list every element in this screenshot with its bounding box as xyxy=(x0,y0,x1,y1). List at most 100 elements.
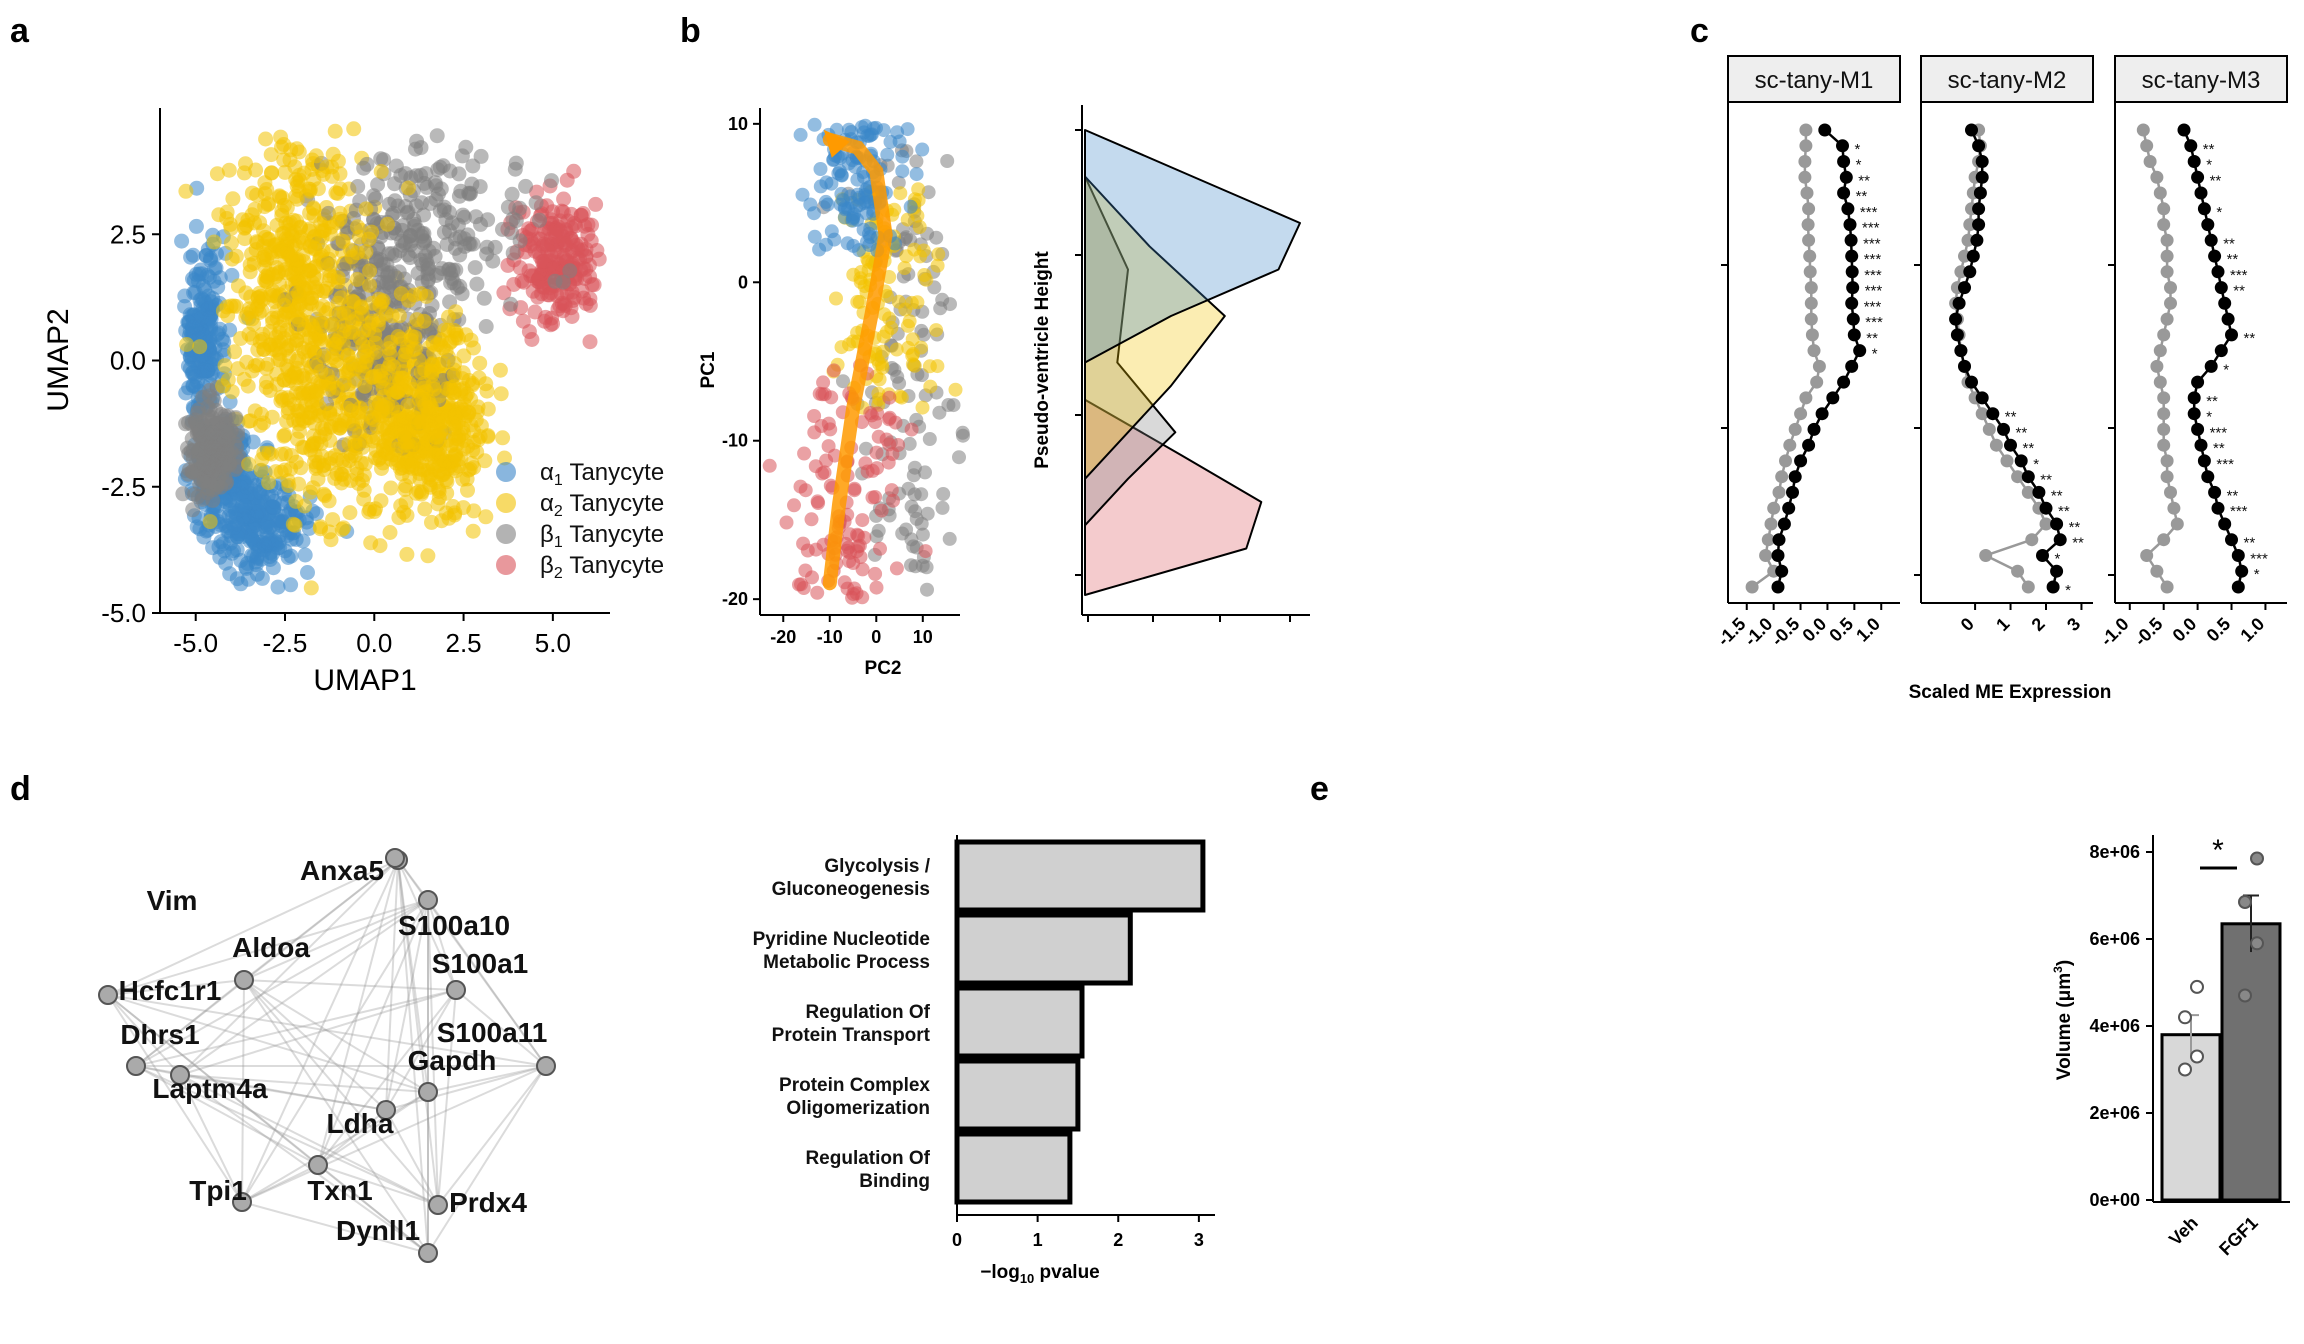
umap-point xyxy=(390,384,406,400)
umap-point xyxy=(419,179,435,195)
facet-point xyxy=(2157,328,2171,342)
umap-point xyxy=(416,207,432,223)
umap-point xyxy=(552,223,568,239)
umap-point xyxy=(243,289,259,305)
umap-point xyxy=(495,430,511,446)
pc-point xyxy=(808,459,823,474)
umap-point xyxy=(223,235,239,251)
facet-point xyxy=(1975,407,1989,421)
pc-point xyxy=(846,267,861,282)
significance-stars: ** xyxy=(2040,472,2052,489)
facet-point xyxy=(1963,265,1977,279)
facet-strip-label: sc-tany-M3 xyxy=(2142,67,2261,94)
umap-point xyxy=(373,493,389,509)
umap-point xyxy=(497,450,512,466)
facet-point xyxy=(2225,328,2238,342)
pc-point xyxy=(870,352,885,367)
umap-point xyxy=(547,273,563,289)
go-term-label: Glycolysis / xyxy=(824,856,930,877)
network-edge xyxy=(397,859,429,1254)
pc-point xyxy=(855,562,870,577)
facet-point xyxy=(1972,218,1986,232)
umap-point xyxy=(319,367,335,383)
umap-point xyxy=(416,313,432,329)
umap-point xyxy=(467,260,483,276)
umap-x-tick-label: -5.0 xyxy=(173,628,218,658)
umap-point xyxy=(480,212,496,228)
umap-point xyxy=(530,289,546,305)
go-term-label: Protein Complex xyxy=(779,1075,930,1096)
significance-stars: *** xyxy=(1862,220,1880,237)
pc-point xyxy=(916,327,931,342)
umap-point xyxy=(527,304,543,320)
facet-point xyxy=(2036,549,2049,562)
pc-point xyxy=(787,498,801,513)
umap-point xyxy=(302,183,318,199)
pc-point xyxy=(895,526,910,541)
facet-point xyxy=(1843,218,1857,232)
network-edge xyxy=(179,1074,439,1206)
network-node-label: S100a10 xyxy=(398,910,510,941)
pc-point xyxy=(881,455,896,470)
umap-point xyxy=(328,353,344,369)
facet-point xyxy=(1845,359,1859,373)
significance-stars: *** xyxy=(1864,251,1882,268)
facet-point xyxy=(2050,517,2064,531)
pc-point xyxy=(936,487,951,501)
pc-point xyxy=(863,221,878,236)
umap-y-tick-label: -2.5 xyxy=(101,472,146,502)
facet-point xyxy=(1800,186,1814,200)
facet-point xyxy=(1804,296,1818,310)
significance-stars: ** xyxy=(1858,172,1870,189)
pc-point xyxy=(807,409,822,423)
umap-point xyxy=(416,380,432,396)
pc-point xyxy=(864,408,879,423)
umap-point xyxy=(196,456,211,472)
facet-point xyxy=(2164,281,2177,295)
pc-point xyxy=(811,496,826,510)
umap-point xyxy=(404,457,420,473)
facet-point xyxy=(2160,470,2174,484)
pc-point xyxy=(869,529,884,544)
umap-point xyxy=(237,219,253,235)
network-edge xyxy=(135,979,245,1067)
umap-point xyxy=(528,195,544,211)
umap-point xyxy=(399,546,415,562)
network-node xyxy=(385,848,405,868)
facet-point xyxy=(1786,485,1799,499)
umap-point xyxy=(373,164,389,179)
pc-x-tick-label: -10 xyxy=(817,627,843,647)
umap-point xyxy=(397,482,413,497)
umap-point xyxy=(259,182,275,197)
network-node-label: Gapdh xyxy=(408,1045,497,1076)
network-edge xyxy=(135,899,429,1067)
pc-point xyxy=(865,490,880,505)
pc-point xyxy=(955,425,970,440)
volume-bar xyxy=(2220,922,2282,1202)
umap-point xyxy=(450,414,466,430)
umap-point xyxy=(458,139,474,155)
umap-point xyxy=(492,362,508,378)
legend-label-alpha2: α2 Tanycyte xyxy=(540,490,664,520)
volume-point xyxy=(2250,936,2264,951)
umap-x-tick-label: 5.0 xyxy=(535,628,571,658)
pc-point xyxy=(912,220,927,234)
go-x-label: −log10 pvalue xyxy=(980,1262,1100,1286)
pc-point xyxy=(807,117,822,132)
pc-point xyxy=(837,210,852,225)
umap-point xyxy=(265,499,281,515)
umap-point xyxy=(241,456,257,472)
pc-point xyxy=(920,582,934,597)
pc-point xyxy=(847,481,862,496)
network-edge xyxy=(107,994,547,1067)
pc-y-tick-label: 10 xyxy=(728,114,748,134)
pc-y-tick-label: -10 xyxy=(722,431,748,451)
pc-point xyxy=(919,272,934,287)
volume-x-tick-label: FGF1 xyxy=(2215,1213,2262,1260)
facet-x-tick-label: 0.5 xyxy=(1825,614,1857,646)
facet-point xyxy=(1954,344,1968,358)
umap-point xyxy=(386,205,401,221)
umap-point xyxy=(297,547,313,563)
facet-point xyxy=(2160,580,2174,594)
umap-point xyxy=(288,493,304,509)
